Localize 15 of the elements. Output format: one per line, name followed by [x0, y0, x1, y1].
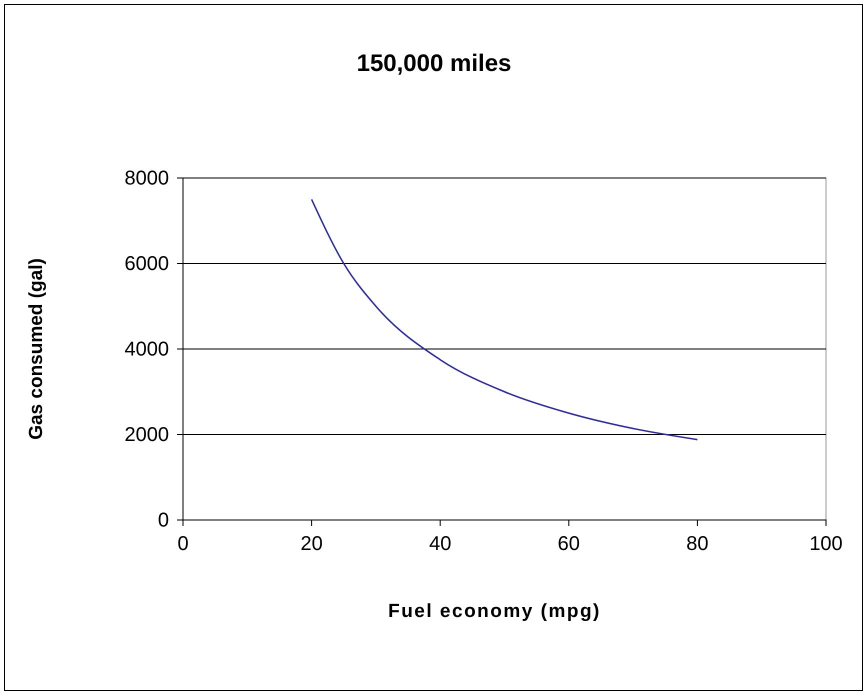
x-axis-title: Fuel economy (mpg) [388, 601, 601, 622]
x-tick-label: 40 [429, 533, 452, 556]
y-tick-label: 8000 [124, 167, 169, 190]
chart-title: 150,000 miles [356, 50, 512, 77]
line-series [310, 198, 698, 440]
y-tick-label: 4000 [124, 338, 169, 360]
y-tick-label: 2000 [124, 424, 169, 446]
y-tick-label: 0 [158, 509, 169, 532]
y-tick-label: 6000 [124, 252, 169, 275]
y-axis-title: Gas consumed (gal) [26, 258, 47, 440]
x-tick-label: 100 [809, 533, 843, 556]
x-tick-label: 20 [300, 533, 323, 556]
x-tick-label: 0 [177, 533, 189, 556]
x-tick-label: 80 [686, 533, 709, 556]
x-tick-label: 60 [558, 533, 580, 556]
